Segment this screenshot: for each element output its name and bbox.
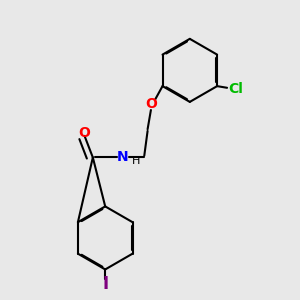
Text: O: O	[145, 98, 157, 111]
Text: O: O	[79, 126, 91, 140]
Text: I: I	[102, 275, 108, 293]
Text: N: N	[117, 151, 128, 164]
Text: H: H	[132, 156, 140, 167]
Text: Cl: Cl	[229, 82, 244, 96]
